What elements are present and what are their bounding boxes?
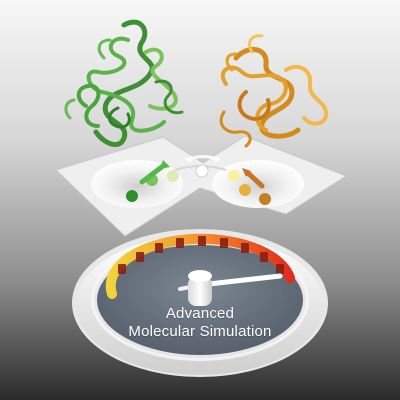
energy-landscape-plane — [55, 135, 348, 237]
protein-structure-green — [64, 19, 184, 148]
green-ball-dark — [126, 190, 138, 202]
white-ball — [195, 164, 209, 178]
exchange-arrows-icon — [185, 155, 221, 163]
arrow-orange-head — [242, 168, 251, 177]
orange-ball-dark — [259, 193, 271, 205]
arrow-green-head — [160, 160, 170, 169]
yellow-ball-light — [228, 170, 240, 182]
transition-arrows — [139, 160, 265, 189]
gauge-center-post — [188, 270, 212, 306]
left-energy-well — [91, 160, 183, 208]
gauge-scale-arc — [105, 233, 295, 299]
arrow-green — [139, 163, 166, 185]
gauge-dial — [72, 229, 328, 377]
green-ball-light — [167, 170, 179, 182]
arrow-orange — [245, 170, 265, 189]
gauge-ticks — [118, 236, 284, 274]
protein-structure-orange — [219, 34, 329, 148]
state-balls — [126, 164, 271, 205]
yellow-ball — [239, 184, 251, 196]
